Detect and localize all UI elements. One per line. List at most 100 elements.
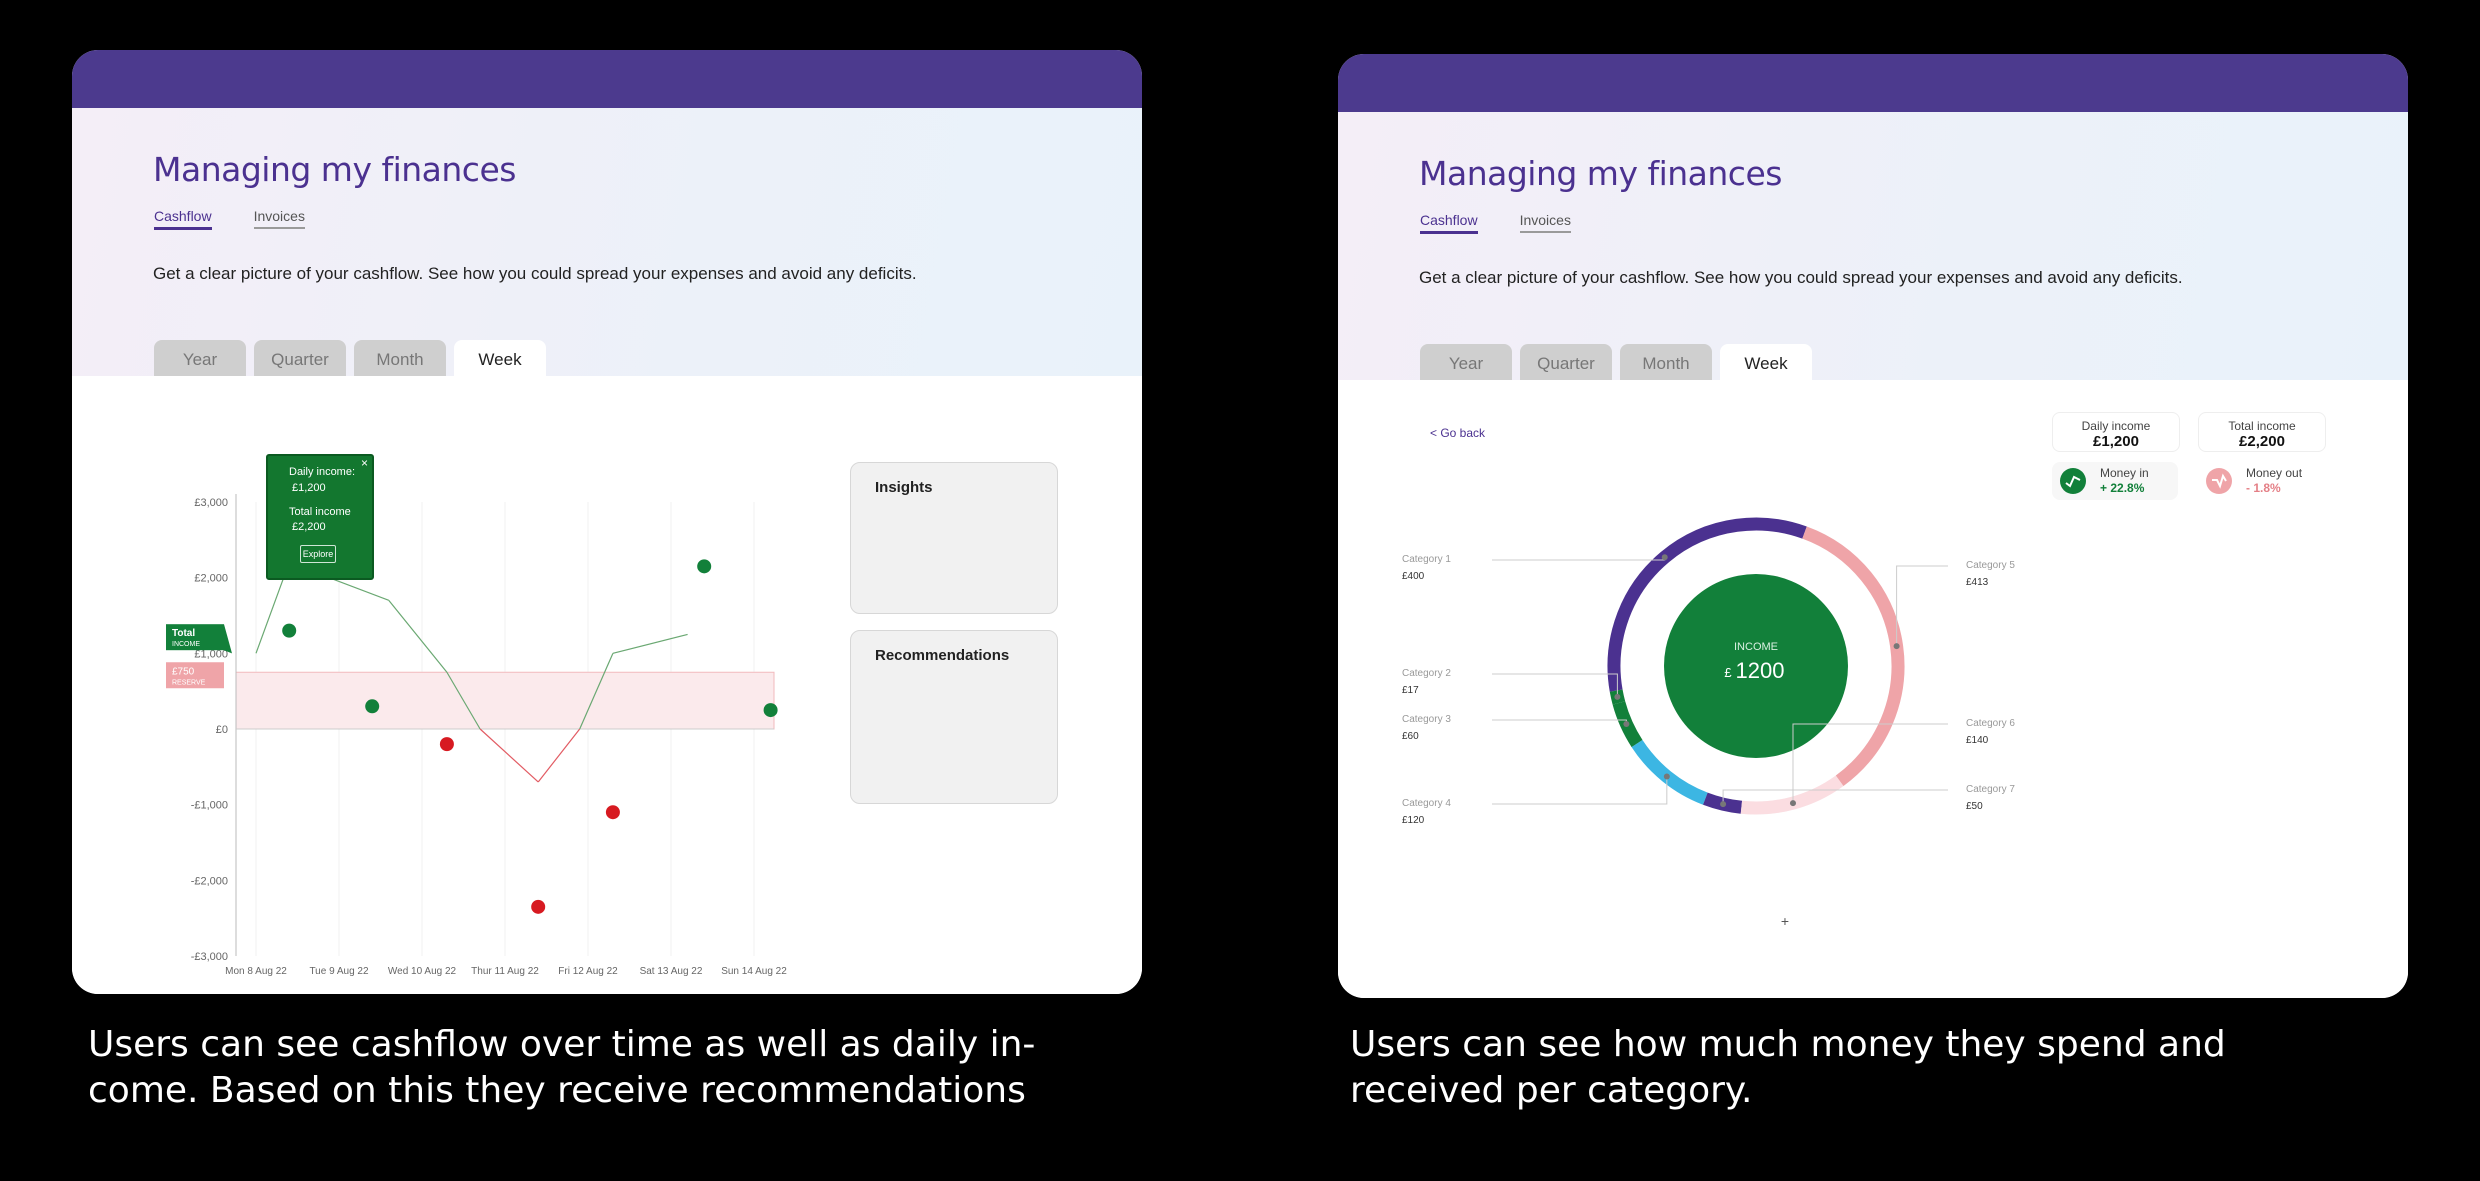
income-center-value: 1200 — [1736, 658, 1785, 683]
tab-quarter[interactable]: Quarter — [254, 340, 346, 376]
money-out-card: Money out - 1.8% — [2198, 462, 2324, 500]
nav-invoices[interactable]: Invoices — [1519, 212, 1571, 233]
nav-cashflow[interactable]: Cashflow — [1420, 212, 1478, 234]
tooltip-total-label: Total income — [289, 506, 351, 518]
category-value: £17 — [1402, 685, 1419, 696]
page-description: Get a clear picture of your cashflow. Se… — [153, 264, 917, 283]
reserve-band — [235, 671, 775, 730]
daily-income-point[interactable] — [365, 699, 380, 714]
reserve-tag-line2: RESERVE — [172, 679, 206, 686]
cashflow-line-segment — [388, 599, 448, 673]
y-tick-label: -£3,000 — [191, 951, 228, 963]
x-tick-label: Tue 9 Aug 22 — [309, 966, 369, 977]
explore-button[interactable]: Explore — [300, 545, 336, 563]
daily-income-point[interactable] — [605, 805, 620, 820]
category-label: Category 5 — [1966, 560, 2015, 571]
category-label: Category 2 — [1402, 668, 1451, 679]
total-tag-line1: Total — [172, 628, 195, 639]
category-label: Category 4 — [1402, 798, 1451, 809]
tab-year[interactable]: Year — [154, 340, 246, 376]
section-nav: Cashflow Invoices — [1420, 212, 1613, 234]
category-value: £120 — [1402, 815, 1425, 826]
top-bar — [1338, 54, 2408, 112]
caption-left-text: Users can see cashflow over time as well… — [88, 1024, 1036, 1111]
callout-dot — [1663, 773, 1670, 780]
daily-income-point[interactable] — [697, 559, 712, 574]
cashflow-panel: Managing my finances Cashflow Invoices Ge… — [72, 50, 1142, 994]
callout-dot — [1661, 554, 1668, 561]
money-in-value: + 22.8% — [2100, 481, 2145, 495]
callout-dot — [1789, 800, 1796, 807]
tooltip-daily-label: Daily income: — [289, 466, 356, 478]
total-income-tag-pointer — [224, 624, 232, 654]
income-tooltip: × Daily income: £1,200 Total income £2,2… — [266, 454, 374, 580]
y-tick-label: £3,000 — [194, 497, 228, 509]
cashflow-chart: Mon 8 Aug 22 Tue 9 Aug 22 Wed 10 Aug 22 Thu… — [166, 494, 787, 977]
caption-right: Users can see how much money they spend … — [1350, 1022, 2410, 1114]
daily-income-label: Daily income — [2081, 419, 2151, 433]
daily-income-point[interactable] — [282, 623, 297, 638]
y-tick-label: £1,000 — [194, 648, 228, 660]
x-tick-label: Sun 14 Aug 22 — [721, 966, 787, 977]
trend-up-icon — [2060, 468, 2086, 494]
page-description: Get a clear picture of your cashflow. Se… — [1419, 268, 2183, 287]
x-tick-label: Thur 11 Aug 22 — [471, 966, 539, 977]
tab-quarter[interactable]: Quarter — [1520, 344, 1612, 380]
y-tick-label: £2,000 — [194, 573, 228, 585]
cashflow-line-segment — [446, 671, 481, 730]
total-income-value: £2,200 — [2239, 433, 2285, 450]
tab-month[interactable]: Month — [1620, 344, 1712, 380]
top-bar — [72, 50, 1142, 108]
callout-line — [1492, 673, 1618, 697]
add-icon[interactable]: + — [1781, 913, 1789, 929]
daily-income-point[interactable] — [531, 899, 546, 914]
money-in-label: Money in — [2100, 466, 2149, 480]
money-in-card: Money in + 22.8% — [2052, 462, 2178, 500]
y-tick-label: -£2,000 — [191, 875, 228, 887]
donut-slice[interactable] — [1631, 739, 1708, 805]
close-icon[interactable]: × — [360, 456, 368, 470]
insights-card[interactable]: Insights — [850, 462, 1058, 614]
total-income-label: Total income — [2228, 419, 2296, 433]
total-income-tag — [166, 624, 224, 651]
daily-income-point[interactable] — [763, 703, 778, 718]
daily-income-point[interactable] — [439, 737, 454, 752]
recommendations-card[interactable]: Recommendations — [850, 630, 1058, 804]
money-out-label: Money out — [2246, 466, 2303, 480]
trend-down-icon — [2206, 468, 2232, 494]
tab-week[interactable]: Week — [1720, 344, 1812, 380]
y-tick-label: -£1,000 — [191, 800, 228, 812]
income-center-currency: £ — [1724, 665, 1732, 680]
caption-right-text: Users can see how much money they spend … — [1350, 1024, 2226, 1111]
y-tick-label: £0 — [216, 724, 228, 736]
nav-cashflow[interactable]: Cashflow — [154, 208, 212, 230]
category-label: Category 3 — [1402, 714, 1451, 725]
callout-line — [1492, 776, 1668, 805]
daily-income-value: £1,200 — [2093, 433, 2139, 450]
tab-year[interactable]: Year — [1420, 344, 1512, 380]
categories-panel: Managing my finances Cashflow Invoices Ge… — [1338, 54, 2408, 998]
tab-month[interactable]: Month — [354, 340, 446, 376]
page-title: Managing my finances — [1419, 154, 1782, 193]
callout-line — [1792, 723, 1948, 804]
nav-invoices[interactable]: Invoices — [253, 208, 305, 229]
section-nav: Cashflow Invoices — [154, 208, 347, 230]
tab-week[interactable]: Week — [454, 340, 546, 376]
category-label: Category 6 — [1966, 718, 2015, 729]
cashflow-line-segment — [537, 728, 581, 783]
callout-line — [1722, 789, 1948, 805]
category-value: £140 — [1966, 735, 1989, 746]
go-back-link[interactable]: < Go back — [1430, 426, 1486, 440]
callout-dot — [1720, 801, 1727, 808]
category-value: £400 — [1402, 571, 1425, 582]
income-center-label: INCOME — [1734, 641, 1778, 653]
category-donut-chart: INCOME £ 1200 Category 1 £400 Category 2 £1… — [1402, 517, 2015, 929]
tooltip-daily-value: £1,200 — [292, 482, 326, 494]
x-tick-label: Mon 8 Aug 22 — [225, 966, 287, 977]
cashflow-line-segment — [479, 728, 539, 783]
total-income-card: Total income £2,200 — [2198, 412, 2326, 452]
cashflow-line-segment — [612, 633, 688, 654]
callout-dot — [1614, 693, 1621, 700]
income-center-circle — [1664, 574, 1848, 758]
reserve-tag-line1: £750 — [172, 666, 195, 677]
